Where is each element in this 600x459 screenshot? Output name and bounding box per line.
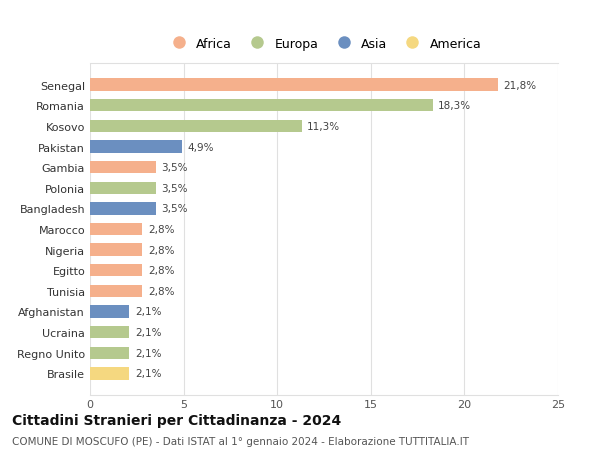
Text: 18,3%: 18,3% [438,101,472,111]
Bar [90,306,130,318]
Text: 2,1%: 2,1% [135,307,161,317]
Text: COMUNE DI MOSCUFO (PE) - Dati ISTAT al 1° gennaio 2024 - Elaborazione TUTTITALIA: COMUNE DI MOSCUFO (PE) - Dati ISTAT al 1… [12,436,469,446]
Bar [90,224,142,235]
Text: 2,8%: 2,8% [148,266,175,276]
Bar [90,182,155,195]
Bar [90,120,302,133]
Text: 3,5%: 3,5% [161,163,188,173]
Text: 11,3%: 11,3% [307,122,340,132]
Bar [90,79,498,92]
Bar [90,203,155,215]
Text: 2,1%: 2,1% [135,327,161,337]
Bar [90,347,130,359]
Text: 2,8%: 2,8% [148,245,175,255]
Bar [90,244,142,256]
Text: 2,8%: 2,8% [148,224,175,235]
Bar [90,326,130,339]
Text: 3,5%: 3,5% [161,204,188,214]
Bar [90,264,142,277]
Text: 21,8%: 21,8% [504,80,537,90]
Text: 2,8%: 2,8% [148,286,175,296]
Text: Cittadini Stranieri per Cittadinanza - 2024: Cittadini Stranieri per Cittadinanza - 2… [12,413,341,427]
Text: 4,9%: 4,9% [187,142,214,152]
Bar [90,162,155,174]
Bar [90,285,142,297]
Bar [90,100,433,112]
Text: 2,1%: 2,1% [135,369,161,379]
Text: 2,1%: 2,1% [135,348,161,358]
Bar [90,141,182,153]
Bar [90,367,130,380]
Text: 3,5%: 3,5% [161,183,188,193]
Legend: Africa, Europa, Asia, America: Africa, Europa, Asia, America [161,33,487,56]
